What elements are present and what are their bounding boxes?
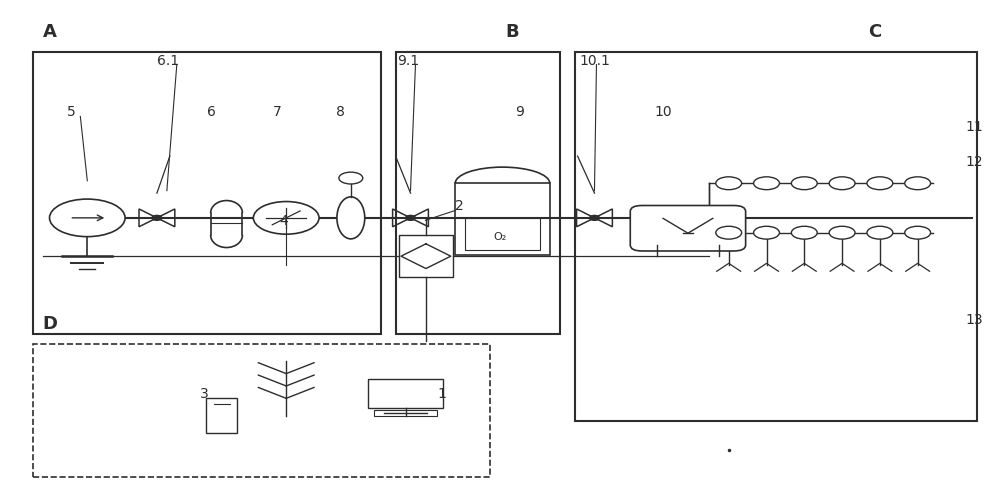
Ellipse shape bbox=[337, 197, 365, 239]
Circle shape bbox=[716, 226, 742, 239]
Circle shape bbox=[716, 177, 742, 190]
Text: C: C bbox=[868, 24, 881, 42]
Bar bbox=[575, 52, 977, 420]
Text: D: D bbox=[43, 315, 58, 333]
Text: 3: 3 bbox=[200, 388, 208, 402]
Text: 8: 8 bbox=[336, 106, 345, 120]
Text: 13: 13 bbox=[965, 313, 983, 327]
Bar bbox=[33, 52, 381, 334]
Text: 6: 6 bbox=[207, 106, 216, 120]
Bar bbox=[399, 235, 453, 277]
Bar bbox=[374, 410, 437, 416]
Circle shape bbox=[791, 177, 817, 190]
Circle shape bbox=[590, 216, 599, 220]
Bar bbox=[368, 378, 443, 408]
Text: B: B bbox=[505, 24, 519, 42]
Circle shape bbox=[253, 202, 319, 234]
Text: 6.1: 6.1 bbox=[157, 54, 179, 68]
Text: 9: 9 bbox=[515, 106, 524, 120]
Circle shape bbox=[406, 216, 415, 220]
Circle shape bbox=[829, 177, 855, 190]
Text: 5: 5 bbox=[67, 106, 76, 120]
Text: 10: 10 bbox=[654, 106, 672, 120]
Bar bbox=[206, 398, 237, 433]
Circle shape bbox=[754, 177, 779, 190]
FancyBboxPatch shape bbox=[630, 206, 746, 251]
Circle shape bbox=[867, 177, 893, 190]
Circle shape bbox=[791, 226, 817, 239]
Circle shape bbox=[867, 226, 893, 239]
Text: 10.1: 10.1 bbox=[580, 54, 610, 68]
Text: 1: 1 bbox=[437, 388, 446, 402]
Text: O₂: O₂ bbox=[494, 232, 507, 242]
Circle shape bbox=[829, 226, 855, 239]
Circle shape bbox=[152, 216, 162, 220]
Text: 11: 11 bbox=[965, 120, 983, 134]
Circle shape bbox=[905, 226, 931, 239]
Text: 7: 7 bbox=[273, 106, 282, 120]
Circle shape bbox=[905, 177, 931, 190]
Text: 9.1: 9.1 bbox=[398, 54, 420, 68]
Circle shape bbox=[50, 199, 125, 236]
Bar bbox=[396, 52, 560, 334]
Text: 12: 12 bbox=[965, 155, 983, 169]
Bar bbox=[455, 184, 550, 255]
Circle shape bbox=[339, 172, 363, 184]
Text: 2: 2 bbox=[455, 200, 464, 213]
Bar bbox=[465, 218, 540, 250]
Circle shape bbox=[754, 226, 779, 239]
Bar bbox=[33, 344, 490, 478]
Text: A: A bbox=[43, 24, 56, 42]
Text: 4: 4 bbox=[279, 214, 288, 228]
